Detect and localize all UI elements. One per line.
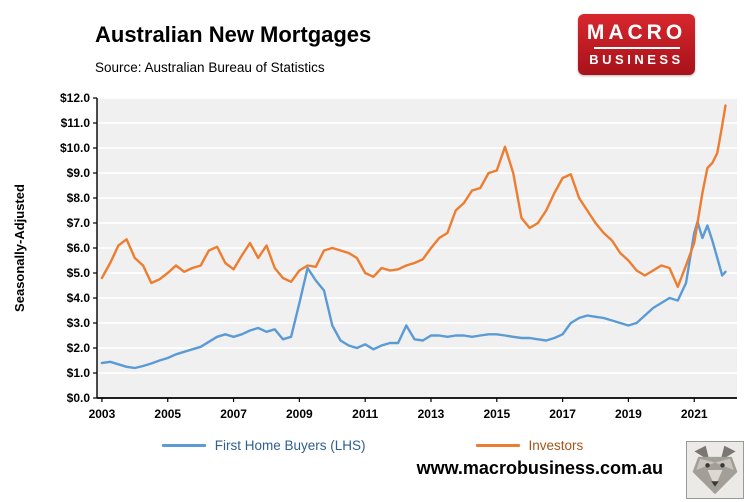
x-tick-label: 2009 <box>286 407 313 421</box>
y-tick-label: $10.0 <box>60 141 90 155</box>
x-tick-label: 2021 <box>681 407 708 421</box>
x-tick-label: 2011 <box>352 407 378 421</box>
chart-source: Source: Australian Bureau of Statistics <box>95 60 325 75</box>
y-axis-title: Seasonally-Adjusted <box>12 184 27 312</box>
x-tick-label: 2019 <box>615 407 642 421</box>
x-tick-label: 2007 <box>220 407 247 421</box>
x-tick-label: 2017 <box>549 407 576 421</box>
legend-label-investors: Investors <box>528 438 584 453</box>
macrobusiness-logo: MACRO BUSINESS <box>578 14 695 75</box>
y-tick-label: $12.0 <box>60 91 90 105</box>
y-tick-label: $0.0 <box>67 391 91 405</box>
legend-item-investors: Investors <box>475 438 584 453</box>
legend-label-first-home-buyers: First Home Buyers (LHS) <box>214 438 366 453</box>
fox-logo-drawing <box>687 443 743 497</box>
fox-logo <box>686 441 744 499</box>
y-tick-label: $1.0 <box>67 366 91 380</box>
series-line-first-home-buyers-lhs- <box>100 220 727 370</box>
y-tick-label: $6.0 <box>67 241 91 255</box>
y-tick-label: $11.0 <box>61 116 91 130</box>
chart-canvas: $0.0 $1.0 $2.0 $3.0 $4.0 $5.0 $6.0 $7.0 $8.0 $9.0… <box>12 91 737 421</box>
chart-title: Australian New Mortgages <box>95 22 372 47</box>
x-tick-label: 2013 <box>418 407 445 421</box>
y-tick-label: $5.0 <box>67 266 91 280</box>
logo-business-text: BUSINESS <box>589 52 684 68</box>
website-url: www.macrobusiness.com.au <box>416 458 663 478</box>
x-tick-label: 2003 <box>89 407 116 421</box>
y-tick-label: $3.0 <box>67 316 91 330</box>
series-line-investors <box>100 104 727 288</box>
x-tick-label: 2015 <box>483 407 510 421</box>
legend-swatch-investors <box>475 444 520 447</box>
legend-item-first-home-buyers: First Home Buyers (LHS) <box>161 438 366 453</box>
y-tick-label: $2.0 <box>67 341 91 355</box>
y-tick-label: $9.0 <box>67 166 91 180</box>
legend-swatch-first-home-buyers <box>161 444 206 447</box>
x-tick-label: 2005 <box>154 407 181 421</box>
logo-macro-text: MACRO <box>586 20 687 44</box>
y-tick-label: $8.0 <box>67 191 91 205</box>
legend: First Home Buyers (LHS) Investors <box>0 438 745 453</box>
y-tick-label: $7.0 <box>67 216 91 230</box>
y-tick-label: $4.0 <box>67 291 91 305</box>
logo-divider <box>593 47 680 50</box>
